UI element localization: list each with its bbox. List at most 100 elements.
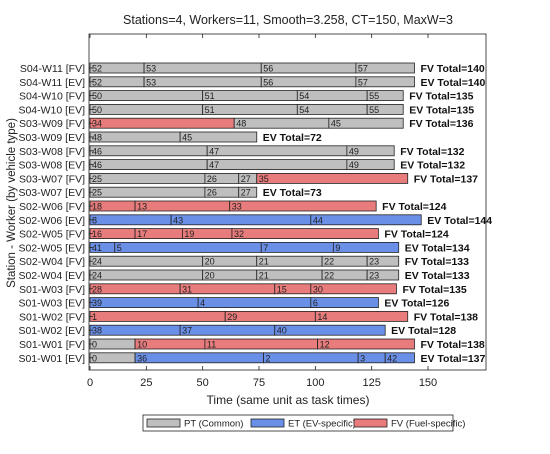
bar-segment <box>206 145 348 157</box>
segment-label: 2 <box>266 353 271 363</box>
y-tick-label: S01-W02 [FV] <box>19 311 85 323</box>
segment-label: 35 <box>259 174 269 184</box>
segment-label: 32 <box>234 229 244 239</box>
x-tick-label: 50 <box>197 377 209 389</box>
bar-row: 18 13 33 FV Total=124 <box>89 200 447 213</box>
bar-segment <box>89 172 206 184</box>
bar-row: 41 5 7 9 EV Total=134 <box>89 241 470 254</box>
segment-label: 23 <box>369 257 379 267</box>
legend-swatch <box>353 418 388 428</box>
row-total-label: EV Total=137 <box>420 353 485 365</box>
y-tick-label: S04-W10 [EV] <box>18 104 85 116</box>
bar-segment <box>89 297 199 309</box>
segment-label: 49 <box>349 146 359 156</box>
segment-label: 52 <box>92 77 102 87</box>
row-total-label: EV Total=140 <box>420 77 485 89</box>
segment-label: 20 <box>205 271 215 281</box>
bar-segment <box>89 186 206 198</box>
segment-label: 48 <box>92 133 102 143</box>
bar-row: 50 51 54 55 EV Total=135 <box>89 104 474 116</box>
bar-segment <box>202 104 298 115</box>
segment-label: 10 <box>137 340 147 350</box>
bar-segment <box>224 310 316 322</box>
bar-segment <box>260 76 357 88</box>
segment-label: 7 <box>263 243 268 253</box>
segment-label: 24 <box>92 257 102 267</box>
segment-label: 41 <box>92 243 102 253</box>
y-tick-labels: S04-W11 [FV] S04-W11 [EV] S04-W10 [FV]S04-… <box>18 63 93 365</box>
row-total-label: FV Total=132 <box>400 146 464 158</box>
bar-segment <box>89 283 181 295</box>
bar-segment <box>238 186 258 198</box>
segment-label: 26 <box>207 174 217 184</box>
row-total-label: EV Total=72 <box>263 132 322 144</box>
bar-segment <box>366 90 404 101</box>
segment-label: 23 <box>369 271 379 281</box>
row-total-label: FV Total=140 <box>420 63 484 75</box>
row-total-label: FV Total=137 <box>414 173 478 185</box>
bar-row: 46 47 49 EV Total=132 <box>89 159 465 172</box>
bar-segment <box>89 117 235 129</box>
segment-label: 43 <box>173 215 183 225</box>
segment-label: 21 <box>259 271 269 281</box>
segment-label: 49 <box>349 160 359 170</box>
bar-row: 25 26 27 EV Total=73 <box>89 186 322 199</box>
y-tick-label: S02-W05 [FV] <box>19 229 85 241</box>
bar-segment <box>332 241 400 253</box>
bar-segment <box>89 255 204 267</box>
y-tick-label: S01-W03 [FV] <box>19 284 85 296</box>
bar-row: 16 17 19 32 FV Total=124 <box>89 228 449 241</box>
segment-label: 45 <box>182 133 192 143</box>
segment-label: 46 <box>92 160 102 170</box>
segment-label: 37 <box>182 326 192 336</box>
x-tick-label: 125 <box>362 377 380 389</box>
row-total-label: EV Total=133 <box>405 270 470 282</box>
bar-row: 1 29 14 FV Total=138 <box>89 310 478 323</box>
y-axis-label: Station - Worker (by vehicle type) <box>6 118 18 288</box>
segment-label: 44 <box>313 215 323 225</box>
segment-label: 33 <box>232 202 242 212</box>
bar-row: 34 48 45 FV Total=136 <box>89 117 474 130</box>
segment-label: 14 <box>317 312 327 322</box>
legend-entry-label: FV (Fuel-specific) <box>391 419 465 430</box>
bar-row: 24 20 21 22 23 EV Total=133 <box>89 269 470 282</box>
row-total-label: FV Total=124 <box>384 229 448 241</box>
segment-label: 55 <box>369 105 379 115</box>
segment-label: 39 <box>92 298 102 308</box>
segment-label: 45 <box>331 119 341 129</box>
legend: PT (Common) ET (EV-specific) FV (Fuel-spec… <box>142 414 465 432</box>
segment-label: 17 <box>137 229 147 239</box>
bar-segment <box>366 269 400 281</box>
bar-segment <box>89 324 181 336</box>
segment-label: 27 <box>241 174 251 184</box>
bar-segment <box>317 338 415 350</box>
bar-segment <box>89 269 204 281</box>
segment-label: 18 <box>92 202 102 212</box>
bar-row: 46 47 49 FV Total=132 <box>89 145 465 158</box>
segment-label: 46 <box>92 146 102 156</box>
bar-segment <box>256 172 409 184</box>
y-tick-label: S03-W08 [FV] <box>19 146 85 158</box>
bar-segment <box>366 255 400 267</box>
bar-segment <box>260 62 357 74</box>
segment-label: 47 <box>209 160 219 170</box>
x-axis: 0 25 50 75 100 125 150 <box>87 34 437 389</box>
row-total-label: EV Total=132 <box>400 160 465 172</box>
segment-label: 55 <box>369 91 379 101</box>
bar-segment <box>134 200 231 212</box>
bar-segment <box>134 352 264 364</box>
bar-row: 0 10 11 12 FV Total=138 <box>89 338 485 351</box>
bar-row: 48 45 EV Total=72 <box>89 131 322 144</box>
segment-label: 0 <box>92 340 97 350</box>
row-total-label: FV Total=138 <box>420 339 484 351</box>
bar-segment <box>179 324 276 336</box>
segment-label: 6 <box>313 298 318 308</box>
segment-label: 0 <box>92 353 97 363</box>
segment-label: 40 <box>277 326 287 336</box>
bar-segment <box>328 117 404 129</box>
bar-row: 24 20 21 22 23 FV Total=133 <box>89 255 469 268</box>
segment-label: 52 <box>92 64 102 74</box>
